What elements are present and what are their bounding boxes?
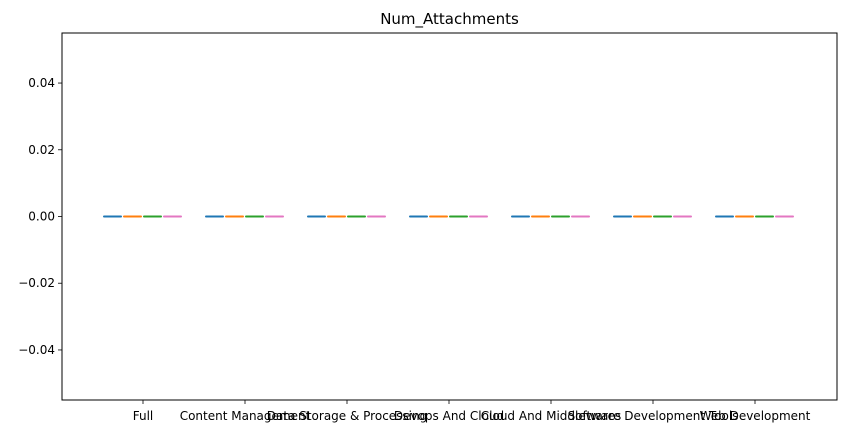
y-tick-label: −0.02 <box>18 276 55 290</box>
bar-series-4 <box>673 215 692 218</box>
y-tick-label: 0.02 <box>28 143 55 157</box>
bar-series-1 <box>511 215 530 218</box>
bar-series-4 <box>775 215 794 218</box>
x-tick-label: Web Development <box>700 409 811 423</box>
x-tick-label: Data Storage & Processing <box>267 409 427 423</box>
bar-series-4 <box>265 215 284 218</box>
bar-series-1 <box>103 215 122 218</box>
bar-series-3 <box>143 215 162 218</box>
bar-series-1 <box>205 215 224 218</box>
bar-series-2 <box>225 215 244 218</box>
x-tick-label: Content Management <box>180 409 311 423</box>
bar-series-2 <box>123 215 142 218</box>
bar-series-3 <box>653 215 672 218</box>
bar-series-4 <box>469 215 488 218</box>
bar-series-4 <box>163 215 182 218</box>
bar-series-1 <box>715 215 734 218</box>
data-marks <box>103 215 794 218</box>
bar-series-1 <box>307 215 326 218</box>
x-tick-label: Software Development Tools <box>568 409 739 423</box>
bar-series-3 <box>347 215 366 218</box>
y-tick-label: −0.04 <box>18 343 55 357</box>
y-axis: 0.04 0.02 0.00 −0.02 −0.04 <box>18 76 62 357</box>
bar-series-3 <box>449 215 468 218</box>
bar-series-2 <box>327 215 346 218</box>
bar-series-3 <box>755 215 774 218</box>
x-tick-label: Full <box>133 409 154 423</box>
bar-series-3 <box>551 215 570 218</box>
bar-series-2 <box>633 215 652 218</box>
bar-series-3 <box>245 215 264 218</box>
y-tick-label: 0.04 <box>28 76 55 90</box>
x-tick-label: Cloud And Middlewares <box>481 409 621 423</box>
x-tick-label: Devops And Cloud <box>394 409 504 423</box>
bar-series-4 <box>571 215 590 218</box>
bar-series-1 <box>613 215 632 218</box>
bar-series-4 <box>367 215 386 218</box>
bar-series-2 <box>531 215 550 218</box>
bar-series-1 <box>409 215 428 218</box>
y-tick-label: 0.00 <box>28 210 55 224</box>
bar-series-2 <box>735 215 754 218</box>
chart-title: Num_Attachments <box>380 10 519 29</box>
bar-series-2 <box>429 215 448 218</box>
